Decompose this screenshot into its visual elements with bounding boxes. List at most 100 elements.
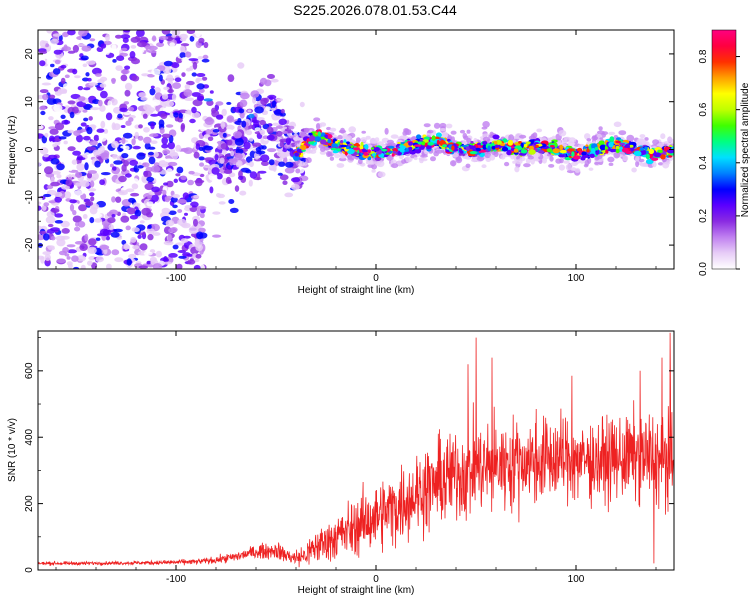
spectrogram-blob: [93, 218, 103, 223]
spectrogram-blob: [229, 207, 239, 213]
spectrogram-blob: [54, 213, 64, 218]
snr-y-tick-label: 400: [24, 428, 35, 445]
spectrogram-blob: [47, 223, 54, 228]
spectrogram-blob: [558, 164, 566, 171]
spectrogram-blob: [173, 178, 178, 183]
spectrogram-blob: [131, 58, 140, 65]
spectrogram-blob: [137, 234, 142, 239]
spectrogram-blob: [68, 165, 73, 172]
spectrogram-ridge-blob: [628, 144, 634, 148]
spectrogram-blob: [75, 182, 82, 187]
spectrogram-blob: [660, 133, 666, 140]
spectrogram-ridge-blob: [387, 145, 395, 149]
spectrogram-blob: [191, 199, 197, 203]
spectrogram-blob: [116, 55, 125, 61]
spectrogram-blob: [97, 99, 103, 107]
spectrogram-blob: [272, 164, 277, 172]
spectrogram-blob: [139, 204, 145, 210]
spectrogram-blob: [45, 43, 49, 48]
snr-x-tick-label: -100: [166, 574, 186, 585]
spectrogram-blob: [190, 201, 199, 208]
spectrogram-blob: [404, 156, 413, 163]
spectrogram-blobs: [38, 30, 674, 269]
spectrogram-blob: [87, 260, 93, 266]
spectrogram-blob: [71, 159, 78, 165]
spectrogram-blob: [177, 99, 183, 104]
spectrogram-blob: [558, 130, 567, 137]
spectrogram-blob: [112, 166, 117, 171]
spectrogram-blob: [165, 124, 174, 128]
spectrogram-blob: [205, 129, 212, 136]
spectrogram-blob: [219, 157, 225, 164]
spectrogram-blob: [53, 104, 63, 113]
spectrogram-blob: [150, 165, 161, 173]
spectrogram-blob: [138, 124, 143, 129]
spectrogram-blob: [96, 128, 105, 133]
spectrogram-ridge-blob: [615, 148, 620, 154]
spectrogram-blob: [173, 112, 179, 118]
spectrogram-blob: [187, 179, 195, 186]
spectrogram-blob: [270, 78, 279, 83]
spectrogram-blob: [101, 152, 109, 160]
spectrogram-blob: [260, 154, 270, 162]
spectrogram-blob: [189, 65, 194, 71]
spectrogram-blob: [184, 97, 194, 101]
spectrogram-y-label: Frequency (Hz): [7, 116, 18, 185]
spectrogram-blob: [419, 158, 424, 164]
spectrogram-blob: [423, 123, 431, 128]
spectrogram-blob: [72, 44, 79, 53]
spectrogram-blob: [60, 220, 70, 228]
colorbar-tick-label: 0.2: [698, 209, 709, 223]
spectrogram-blob: [153, 87, 161, 94]
spectrogram-blob: [50, 236, 56, 241]
spectrogram-blob: [44, 132, 49, 138]
spectrogram-blob: [450, 130, 457, 135]
spectrogram-blob: [241, 120, 247, 128]
spectrogram-blob: [179, 37, 187, 42]
spectrogram-blob: [45, 216, 56, 224]
spectrogram-blob: [89, 140, 98, 146]
spectrogram-blob: [162, 261, 172, 265]
spectrogram-blob: [226, 101, 232, 105]
spectrogram-blob: [277, 172, 283, 176]
spectrogram-blob: [73, 266, 80, 269]
spectrogram-blob: [249, 171, 258, 179]
spectrogram-blob: [171, 34, 177, 38]
spectrogram-blob: [39, 105, 46, 111]
spectrogram-blob: [459, 129, 466, 134]
spectrogram-blob: [196, 169, 204, 173]
spectrogram-blob: [248, 179, 253, 187]
spectrogram-blob: [138, 265, 149, 269]
spectrogram-ridge-blob: [482, 141, 488, 145]
spectrogram-blob: [120, 74, 128, 82]
spectrogram-blob: [293, 136, 301, 141]
spectrogram-blob: [89, 38, 96, 42]
spectrogram-blob: [482, 136, 490, 142]
spectrogram-blob: [143, 136, 152, 144]
spectrogram-blob: [43, 202, 50, 207]
spectrogram-blob: [222, 132, 227, 138]
spectrogram-blob: [124, 237, 132, 242]
spectrogram-y-tick-label: 20: [24, 48, 35, 60]
spectrogram-blob: [249, 161, 254, 168]
spectrogram-blob: [288, 125, 295, 130]
spectrogram-blob: [481, 164, 487, 169]
spectrogram-blob: [110, 98, 118, 106]
spectrogram-blob: [67, 100, 76, 105]
spectrogram-blob: [121, 232, 132, 238]
spectrogram-ridge-blob: [327, 138, 332, 144]
spectrogram-blob: [523, 163, 531, 168]
spectrogram-blob: [229, 185, 234, 191]
spectrogram-blob: [100, 120, 106, 129]
spectrogram-blob: [127, 106, 135, 112]
spectrogram-blob: [254, 106, 264, 114]
spectrogram-blob: [180, 175, 187, 180]
spectrogram-blob: [109, 163, 114, 168]
snr-y-tick-label: 0: [24, 567, 35, 573]
spectrogram-blob: [161, 143, 169, 149]
spectrogram-blob: [86, 126, 93, 135]
spectrogram-blob: [299, 101, 305, 108]
spectrogram-blob: [536, 128, 543, 133]
snr-x-label: Height of straight line (km): [298, 585, 415, 596]
spectrogram-blob: [283, 143, 292, 149]
